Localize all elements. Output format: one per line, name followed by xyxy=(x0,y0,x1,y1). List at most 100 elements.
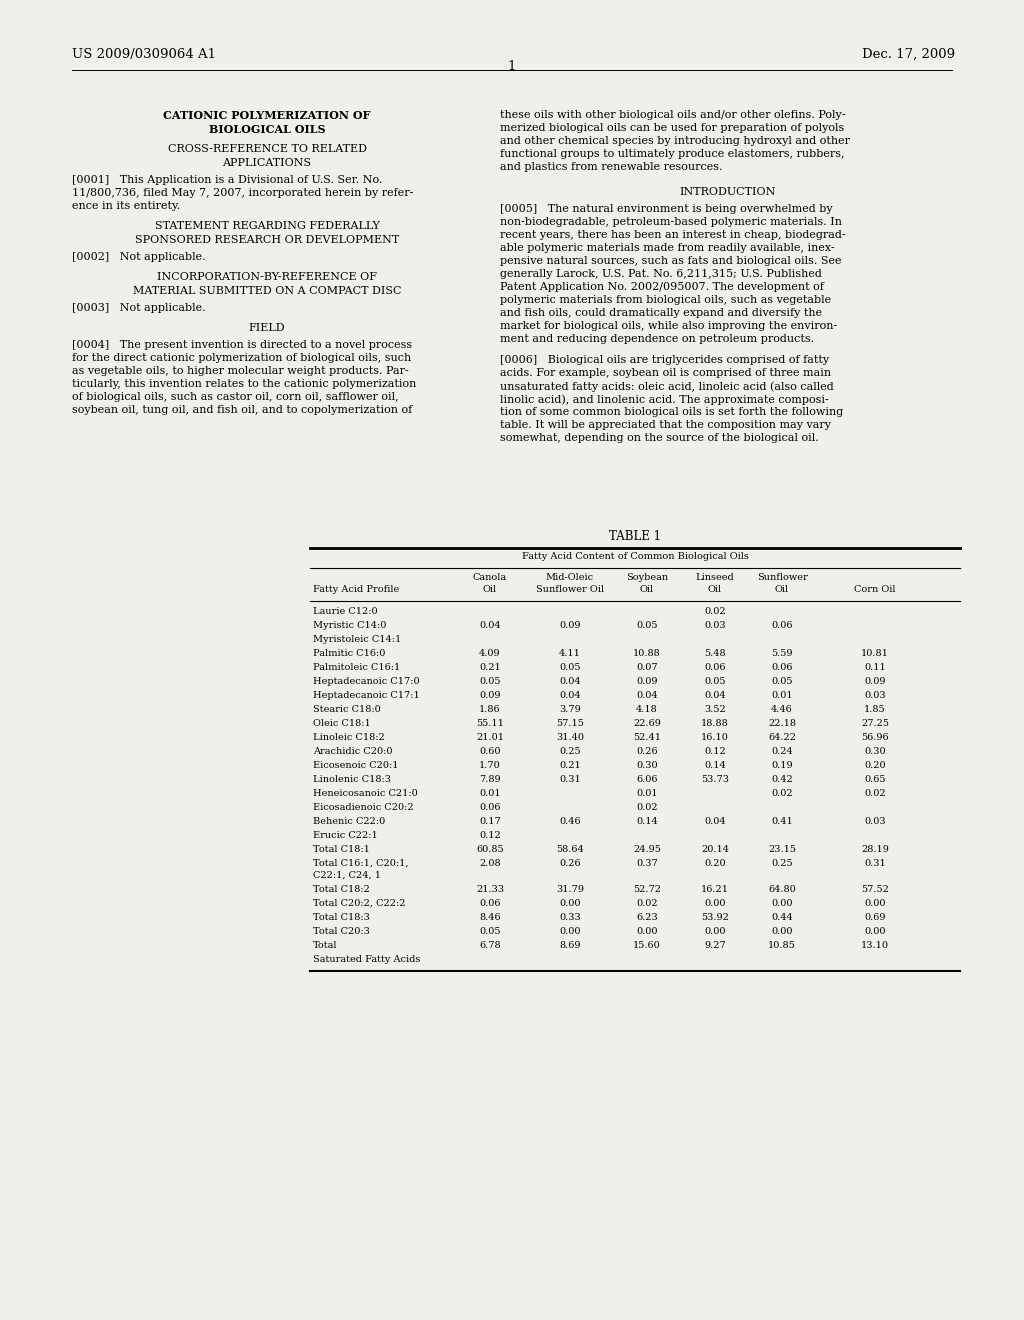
Text: 58.64: 58.64 xyxy=(556,845,584,854)
Text: 0.31: 0.31 xyxy=(559,775,581,784)
Text: 0.09: 0.09 xyxy=(864,677,886,686)
Text: [0004]   The present invention is directed to a novel process: [0004] The present invention is directed… xyxy=(72,341,412,350)
Text: Oil: Oil xyxy=(640,585,654,594)
Text: 0.31: 0.31 xyxy=(864,859,886,869)
Text: 0.00: 0.00 xyxy=(705,899,726,908)
Text: FIELD: FIELD xyxy=(249,323,286,333)
Text: CROSS-REFERENCE TO RELATED: CROSS-REFERENCE TO RELATED xyxy=(168,144,367,154)
Text: 0.00: 0.00 xyxy=(705,927,726,936)
Text: acids. For example, soybean oil is comprised of three main: acids. For example, soybean oil is compr… xyxy=(500,368,831,378)
Text: 10.85: 10.85 xyxy=(768,941,796,950)
Text: 0.06: 0.06 xyxy=(479,803,501,812)
Text: 0.19: 0.19 xyxy=(771,762,793,770)
Text: Arachidic C20:0: Arachidic C20:0 xyxy=(313,747,392,756)
Text: Corn Oil: Corn Oil xyxy=(854,585,896,594)
Text: merized biological oils can be used for preparation of polyols: merized biological oils can be used for … xyxy=(500,123,844,133)
Text: 2.08: 2.08 xyxy=(479,859,501,869)
Text: Dec. 17, 2009: Dec. 17, 2009 xyxy=(862,48,955,61)
Text: 0.02: 0.02 xyxy=(705,607,726,616)
Text: 5.59: 5.59 xyxy=(771,649,793,657)
Text: 0.09: 0.09 xyxy=(559,620,581,630)
Text: 0.02: 0.02 xyxy=(864,789,886,799)
Text: 0.03: 0.03 xyxy=(705,620,726,630)
Text: 6.78: 6.78 xyxy=(479,941,501,950)
Text: 1.70: 1.70 xyxy=(479,762,501,770)
Text: 0.00: 0.00 xyxy=(771,927,793,936)
Text: Oil: Oil xyxy=(483,585,497,594)
Text: 0.33: 0.33 xyxy=(559,913,581,921)
Text: 10.88: 10.88 xyxy=(633,649,660,657)
Text: 0.02: 0.02 xyxy=(636,899,657,908)
Text: 16.21: 16.21 xyxy=(701,884,729,894)
Text: 0.05: 0.05 xyxy=(479,677,501,686)
Text: 0.04: 0.04 xyxy=(636,690,657,700)
Text: 5.48: 5.48 xyxy=(705,649,726,657)
Text: ence in its entirety.: ence in its entirety. xyxy=(72,201,180,211)
Text: and other chemical species by introducing hydroxyl and other: and other chemical species by introducin… xyxy=(500,136,850,147)
Text: Fatty Acid Profile: Fatty Acid Profile xyxy=(313,585,399,594)
Text: APPLICATIONS: APPLICATIONS xyxy=(222,158,311,168)
Text: 0.24: 0.24 xyxy=(771,747,793,756)
Text: [0001]   This Application is a Divisional of U.S. Ser. No.: [0001] This Application is a Divisional … xyxy=(72,176,382,185)
Text: INCORPORATION-BY-REFERENCE OF: INCORPORATION-BY-REFERENCE OF xyxy=(157,272,377,282)
Text: 0.04: 0.04 xyxy=(479,620,501,630)
Text: 4.09: 4.09 xyxy=(479,649,501,657)
Text: 0.00: 0.00 xyxy=(636,927,657,936)
Text: Palmitic C16:0: Palmitic C16:0 xyxy=(313,649,385,657)
Text: 0.04: 0.04 xyxy=(705,690,726,700)
Text: 31.79: 31.79 xyxy=(556,884,584,894)
Text: 1.86: 1.86 xyxy=(479,705,501,714)
Text: 0.01: 0.01 xyxy=(636,789,657,799)
Text: 4.11: 4.11 xyxy=(559,649,581,657)
Text: polymeric materials from biological oils, such as vegetable: polymeric materials from biological oils… xyxy=(500,294,831,305)
Text: functional groups to ultimately produce elastomers, rubbers,: functional groups to ultimately produce … xyxy=(500,149,845,158)
Text: 57.52: 57.52 xyxy=(861,884,889,894)
Text: 0.02: 0.02 xyxy=(771,789,793,799)
Text: Sunflower Oil: Sunflower Oil xyxy=(536,585,604,594)
Text: Total C20:3: Total C20:3 xyxy=(313,927,370,936)
Text: 0.65: 0.65 xyxy=(864,775,886,784)
Text: Stearic C18:0: Stearic C18:0 xyxy=(313,705,381,714)
Text: Heptadecanoic C17:0: Heptadecanoic C17:0 xyxy=(313,677,420,686)
Text: and plastics from renewable resources.: and plastics from renewable resources. xyxy=(500,162,723,172)
Text: 0.07: 0.07 xyxy=(636,663,657,672)
Text: 0.37: 0.37 xyxy=(636,859,657,869)
Text: 31.40: 31.40 xyxy=(556,733,584,742)
Text: pensive natural sources, such as fats and biological oils. See: pensive natural sources, such as fats an… xyxy=(500,256,842,267)
Text: 0.05: 0.05 xyxy=(771,677,793,686)
Text: BIOLOGICAL OILS: BIOLOGICAL OILS xyxy=(209,124,326,135)
Text: Heptadecanoic C17:1: Heptadecanoic C17:1 xyxy=(313,690,420,700)
Text: Total C18:2: Total C18:2 xyxy=(313,884,370,894)
Text: MATERIAL SUBMITTED ON A COMPACT DISC: MATERIAL SUBMITTED ON A COMPACT DISC xyxy=(133,286,401,296)
Text: 3.52: 3.52 xyxy=(705,705,726,714)
Text: 13.10: 13.10 xyxy=(861,941,889,950)
Text: 0.26: 0.26 xyxy=(559,859,581,869)
Text: 0.44: 0.44 xyxy=(771,913,793,921)
Text: 18.88: 18.88 xyxy=(701,719,729,729)
Text: 0.26: 0.26 xyxy=(636,747,657,756)
Text: 21.01: 21.01 xyxy=(476,733,504,742)
Text: 0.03: 0.03 xyxy=(864,690,886,700)
Text: 0.06: 0.06 xyxy=(705,663,726,672)
Text: Linolenic C18:3: Linolenic C18:3 xyxy=(313,775,391,784)
Text: and fish oils, could dramatically expand and diversify the: and fish oils, could dramatically expand… xyxy=(500,308,822,318)
Text: Palmitoleic C16:1: Palmitoleic C16:1 xyxy=(313,663,400,672)
Text: 0.03: 0.03 xyxy=(864,817,886,826)
Text: Heneicosanoic C21:0: Heneicosanoic C21:0 xyxy=(313,789,418,799)
Text: 0.02: 0.02 xyxy=(636,803,657,812)
Text: [0005]   The natural environment is being overwhelmed by: [0005] The natural environment is being … xyxy=(500,205,833,214)
Text: 53.92: 53.92 xyxy=(701,913,729,921)
Text: 1.85: 1.85 xyxy=(864,705,886,714)
Text: 28.19: 28.19 xyxy=(861,845,889,854)
Text: Sunflower: Sunflower xyxy=(757,573,807,582)
Text: unsaturated fatty acids: oleic acid, linoleic acid (also called: unsaturated fatty acids: oleic acid, lin… xyxy=(500,381,834,392)
Text: Eicosenoic C20:1: Eicosenoic C20:1 xyxy=(313,762,398,770)
Text: tion of some common biological oils is set forth the following: tion of some common biological oils is s… xyxy=(500,407,843,417)
Text: Oil: Oil xyxy=(708,585,722,594)
Text: US 2009/0309064 A1: US 2009/0309064 A1 xyxy=(72,48,216,61)
Text: CATIONIC POLYMERIZATION OF: CATIONIC POLYMERIZATION OF xyxy=(163,110,371,121)
Text: 57.15: 57.15 xyxy=(556,719,584,729)
Text: 0.00: 0.00 xyxy=(559,899,581,908)
Text: somewhat, depending on the source of the biological oil.: somewhat, depending on the source of the… xyxy=(500,433,819,444)
Text: 0.14: 0.14 xyxy=(636,817,657,826)
